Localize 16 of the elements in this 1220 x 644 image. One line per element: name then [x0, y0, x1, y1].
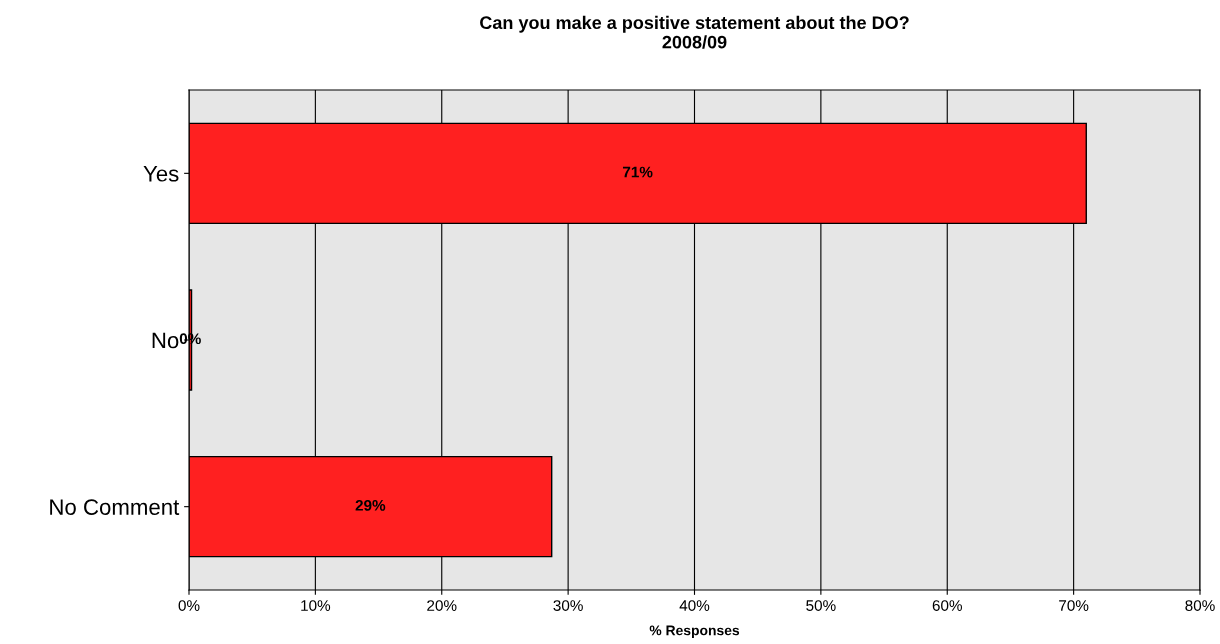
y-tick-label: No	[152, 332, 179, 349]
x-axis-title: % Responses	[649, 625, 740, 639]
x-tick-label: 80%	[1185, 600, 1215, 611]
data-label: 29%	[355, 499, 386, 511]
chart-title: Can you make a positive statement about the DO? 2008/09	[480, 15, 909, 49]
y-tick-label: No Comment	[50, 499, 180, 515]
y-tick-label: Yes	[143, 166, 179, 182]
x-tick-label: 0%	[178, 600, 200, 611]
x-tick-label: 50%	[806, 600, 836, 611]
data-label: 71%	[623, 166, 653, 178]
x-tick-label: 30%	[553, 600, 583, 611]
x-tick-label: 10%	[301, 600, 331, 611]
x-tick-label: 70%	[1059, 600, 1089, 611]
x-tick-label: 60%	[932, 600, 962, 611]
x-tick-label: 40%	[679, 600, 710, 611]
x-tick-label: 20%	[427, 600, 457, 611]
